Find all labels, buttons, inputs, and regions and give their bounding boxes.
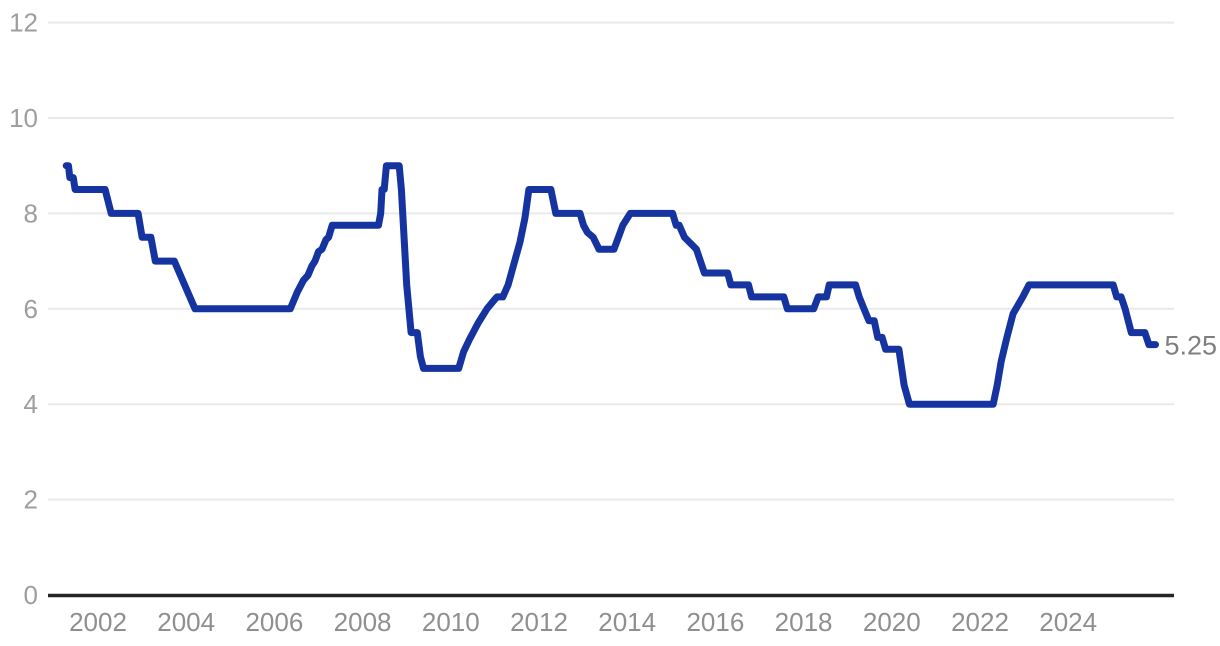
x-axis-tick-label: 2006 xyxy=(245,607,303,637)
last-value-label: 5.25 xyxy=(1165,331,1218,361)
x-axis-tick-label: 2002 xyxy=(69,607,127,637)
x-axis-tick-label: 2020 xyxy=(863,607,921,637)
gridlines xyxy=(48,21,1174,501)
series-layer xyxy=(62,162,1159,408)
x-axis-tick-label: 2004 xyxy=(157,607,215,637)
x-axis-tick-label: 2018 xyxy=(775,607,833,637)
y-axis-tick-label: 0 xyxy=(24,580,38,610)
y-axis-tick-label: 2 xyxy=(24,485,38,515)
y-axis-tick-label: 6 xyxy=(24,294,38,324)
x-axis-tick-label: 2022 xyxy=(951,607,1009,637)
axis-labels: 0 2 4 6 8 10 12 2002 2004 2006 2008 2010 2012 2014 201… xyxy=(9,8,1097,637)
x-axis-tick-label: 2024 xyxy=(1039,607,1097,637)
x-axis-tick-label: 2014 xyxy=(598,607,656,637)
x-axis-tick-label: 2016 xyxy=(686,607,744,637)
y-axis-tick-label: 4 xyxy=(24,389,38,419)
y-axis-tick-label: 8 xyxy=(24,198,38,228)
y-axis-tick-label: 10 xyxy=(9,103,38,133)
x-axis-tick-label: 2012 xyxy=(510,607,568,637)
x-axis-tick-label: 2010 xyxy=(422,607,480,637)
x-axis-tick-label: 2008 xyxy=(334,607,392,637)
y-axis-tick-label: 12 xyxy=(9,8,38,38)
series-line xyxy=(62,162,1159,408)
